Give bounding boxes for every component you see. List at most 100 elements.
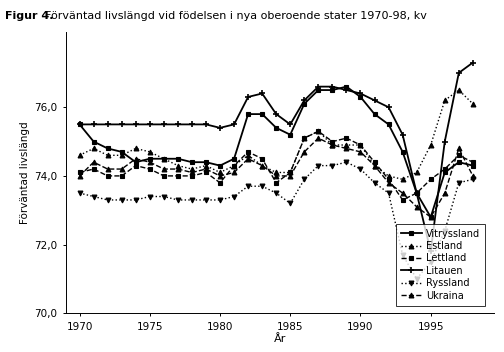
Litauen xyxy=(161,122,167,126)
Line: Lettland: Lettland xyxy=(78,129,475,202)
Litauen xyxy=(414,191,420,195)
Ukraina xyxy=(343,146,349,151)
Ryssland xyxy=(456,181,462,185)
Text: Förväntad livslängd vid födelsen i nya oberoende stater 1970-98, kv: Förväntad livslängd vid födelsen i nya o… xyxy=(45,11,427,20)
Lettland xyxy=(217,181,223,185)
Ryssland xyxy=(231,194,237,199)
Vitryssland xyxy=(456,160,462,164)
Litauen xyxy=(217,126,223,130)
Estland xyxy=(133,146,139,151)
Ukraina xyxy=(161,167,167,171)
Vitryssland xyxy=(203,160,209,164)
Ukraina xyxy=(442,191,448,195)
Lettland xyxy=(371,160,377,164)
Vitryssland xyxy=(316,88,322,92)
Line: Ryssland: Ryssland xyxy=(77,160,475,281)
Ukraina xyxy=(301,150,307,154)
Litauen xyxy=(91,122,97,126)
Lettland xyxy=(91,167,97,171)
Litauen xyxy=(442,139,448,144)
Litauen xyxy=(386,105,392,109)
Ukraina xyxy=(105,167,111,171)
Lettland xyxy=(386,177,392,182)
Ukraina xyxy=(147,160,153,164)
Estland xyxy=(371,163,377,168)
Ryssland xyxy=(161,194,167,199)
Ryssland xyxy=(189,198,195,202)
Ukraina xyxy=(175,167,181,171)
Litauen xyxy=(245,95,251,99)
Ukraina xyxy=(203,167,209,171)
Lettland xyxy=(316,129,322,133)
Ukraina xyxy=(316,136,322,140)
Ukraina xyxy=(245,157,251,161)
Vitryssland xyxy=(414,191,420,195)
Ukraina xyxy=(414,205,420,209)
Ryssland xyxy=(343,160,349,164)
Ryssland xyxy=(371,181,377,185)
Line: Litauen: Litauen xyxy=(76,59,476,255)
Ukraina xyxy=(91,160,97,164)
Lettland xyxy=(175,174,181,178)
Lettland xyxy=(400,198,406,202)
Legend: Vitryssland, Estland, Lettland, Litauen, Ryssland, Ukraina: Vitryssland, Estland, Lettland, Litauen,… xyxy=(396,224,485,306)
Vitryssland xyxy=(118,150,124,154)
Vitryssland xyxy=(189,160,195,164)
Lettland xyxy=(273,181,279,185)
Estland xyxy=(118,153,124,157)
Vitryssland xyxy=(77,122,83,126)
Litauen xyxy=(456,71,462,75)
Ukraina xyxy=(330,143,336,147)
Litauen xyxy=(343,88,349,92)
Ukraina xyxy=(259,163,265,168)
Vitryssland xyxy=(400,150,406,154)
Lettland xyxy=(470,160,476,164)
Estland xyxy=(316,129,322,133)
Estland xyxy=(287,170,293,175)
Ryssland xyxy=(147,194,153,199)
Litauen xyxy=(259,92,265,96)
Ryssland xyxy=(316,163,322,168)
X-axis label: År: År xyxy=(274,334,286,344)
Litauen xyxy=(147,122,153,126)
Estland xyxy=(189,167,195,171)
Lettland xyxy=(456,153,462,157)
Vitryssland xyxy=(386,122,392,126)
Ryssland xyxy=(428,260,434,264)
Estland xyxy=(91,146,97,151)
Ryssland xyxy=(470,177,476,182)
Vitryssland xyxy=(273,126,279,130)
Vitryssland xyxy=(442,170,448,175)
Litauen xyxy=(175,122,181,126)
Ryssland xyxy=(105,198,111,202)
Estland xyxy=(357,143,363,147)
Ryssland xyxy=(400,253,406,257)
Litauen xyxy=(470,61,476,65)
Estland xyxy=(245,153,251,157)
Litauen xyxy=(133,122,139,126)
Ryssland xyxy=(287,201,293,206)
Lettland xyxy=(245,150,251,154)
Vitryssland xyxy=(371,112,377,116)
Ukraina xyxy=(386,181,392,185)
Litauen xyxy=(105,122,111,126)
Ryssland xyxy=(175,198,181,202)
Estland xyxy=(414,170,420,175)
Ukraina xyxy=(400,191,406,195)
Estland xyxy=(428,143,434,147)
Lettland xyxy=(442,167,448,171)
Vitryssland xyxy=(105,146,111,151)
Ukraina xyxy=(371,163,377,168)
Estland xyxy=(161,157,167,161)
Ryssland xyxy=(91,194,97,199)
Vitryssland xyxy=(470,163,476,168)
Ukraina xyxy=(357,150,363,154)
Ukraina xyxy=(77,174,83,178)
Vitryssland xyxy=(330,88,336,92)
Estland xyxy=(203,163,209,168)
Ryssland xyxy=(203,198,209,202)
Vitryssland xyxy=(91,139,97,144)
Vitryssland xyxy=(161,157,167,161)
Estland xyxy=(456,88,462,92)
Estland xyxy=(386,174,392,178)
